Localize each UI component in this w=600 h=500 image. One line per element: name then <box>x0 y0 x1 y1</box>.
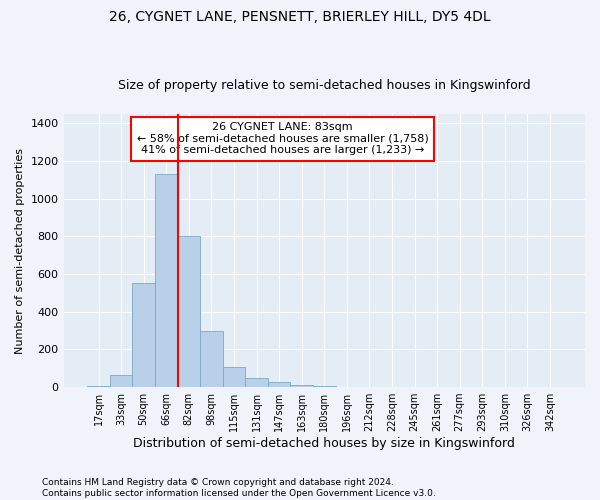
Bar <box>268 382 290 387</box>
Text: Contains HM Land Registry data © Crown copyright and database right 2024.
Contai: Contains HM Land Registry data © Crown c… <box>42 478 436 498</box>
Text: 26 CYGNET LANE: 83sqm
← 58% of semi-detached houses are smaller (1,758)
41% of s: 26 CYGNET LANE: 83sqm ← 58% of semi-deta… <box>137 122 428 156</box>
X-axis label: Distribution of semi-detached houses by size in Kingswinford: Distribution of semi-detached houses by … <box>133 437 515 450</box>
Bar <box>87 386 110 387</box>
Text: 26, CYGNET LANE, PENSNETT, BRIERLEY HILL, DY5 4DL: 26, CYGNET LANE, PENSNETT, BRIERLEY HILL… <box>109 10 491 24</box>
Bar <box>245 378 268 387</box>
Bar <box>290 385 313 387</box>
Bar <box>133 282 155 387</box>
Bar <box>200 330 223 387</box>
Bar <box>178 236 200 387</box>
Bar <box>110 375 133 387</box>
Bar <box>223 368 245 387</box>
Title: Size of property relative to semi-detached houses in Kingswinford: Size of property relative to semi-detach… <box>118 79 530 92</box>
Y-axis label: Number of semi-detached properties: Number of semi-detached properties <box>15 148 25 354</box>
Bar <box>313 386 335 387</box>
Bar <box>155 174 178 387</box>
